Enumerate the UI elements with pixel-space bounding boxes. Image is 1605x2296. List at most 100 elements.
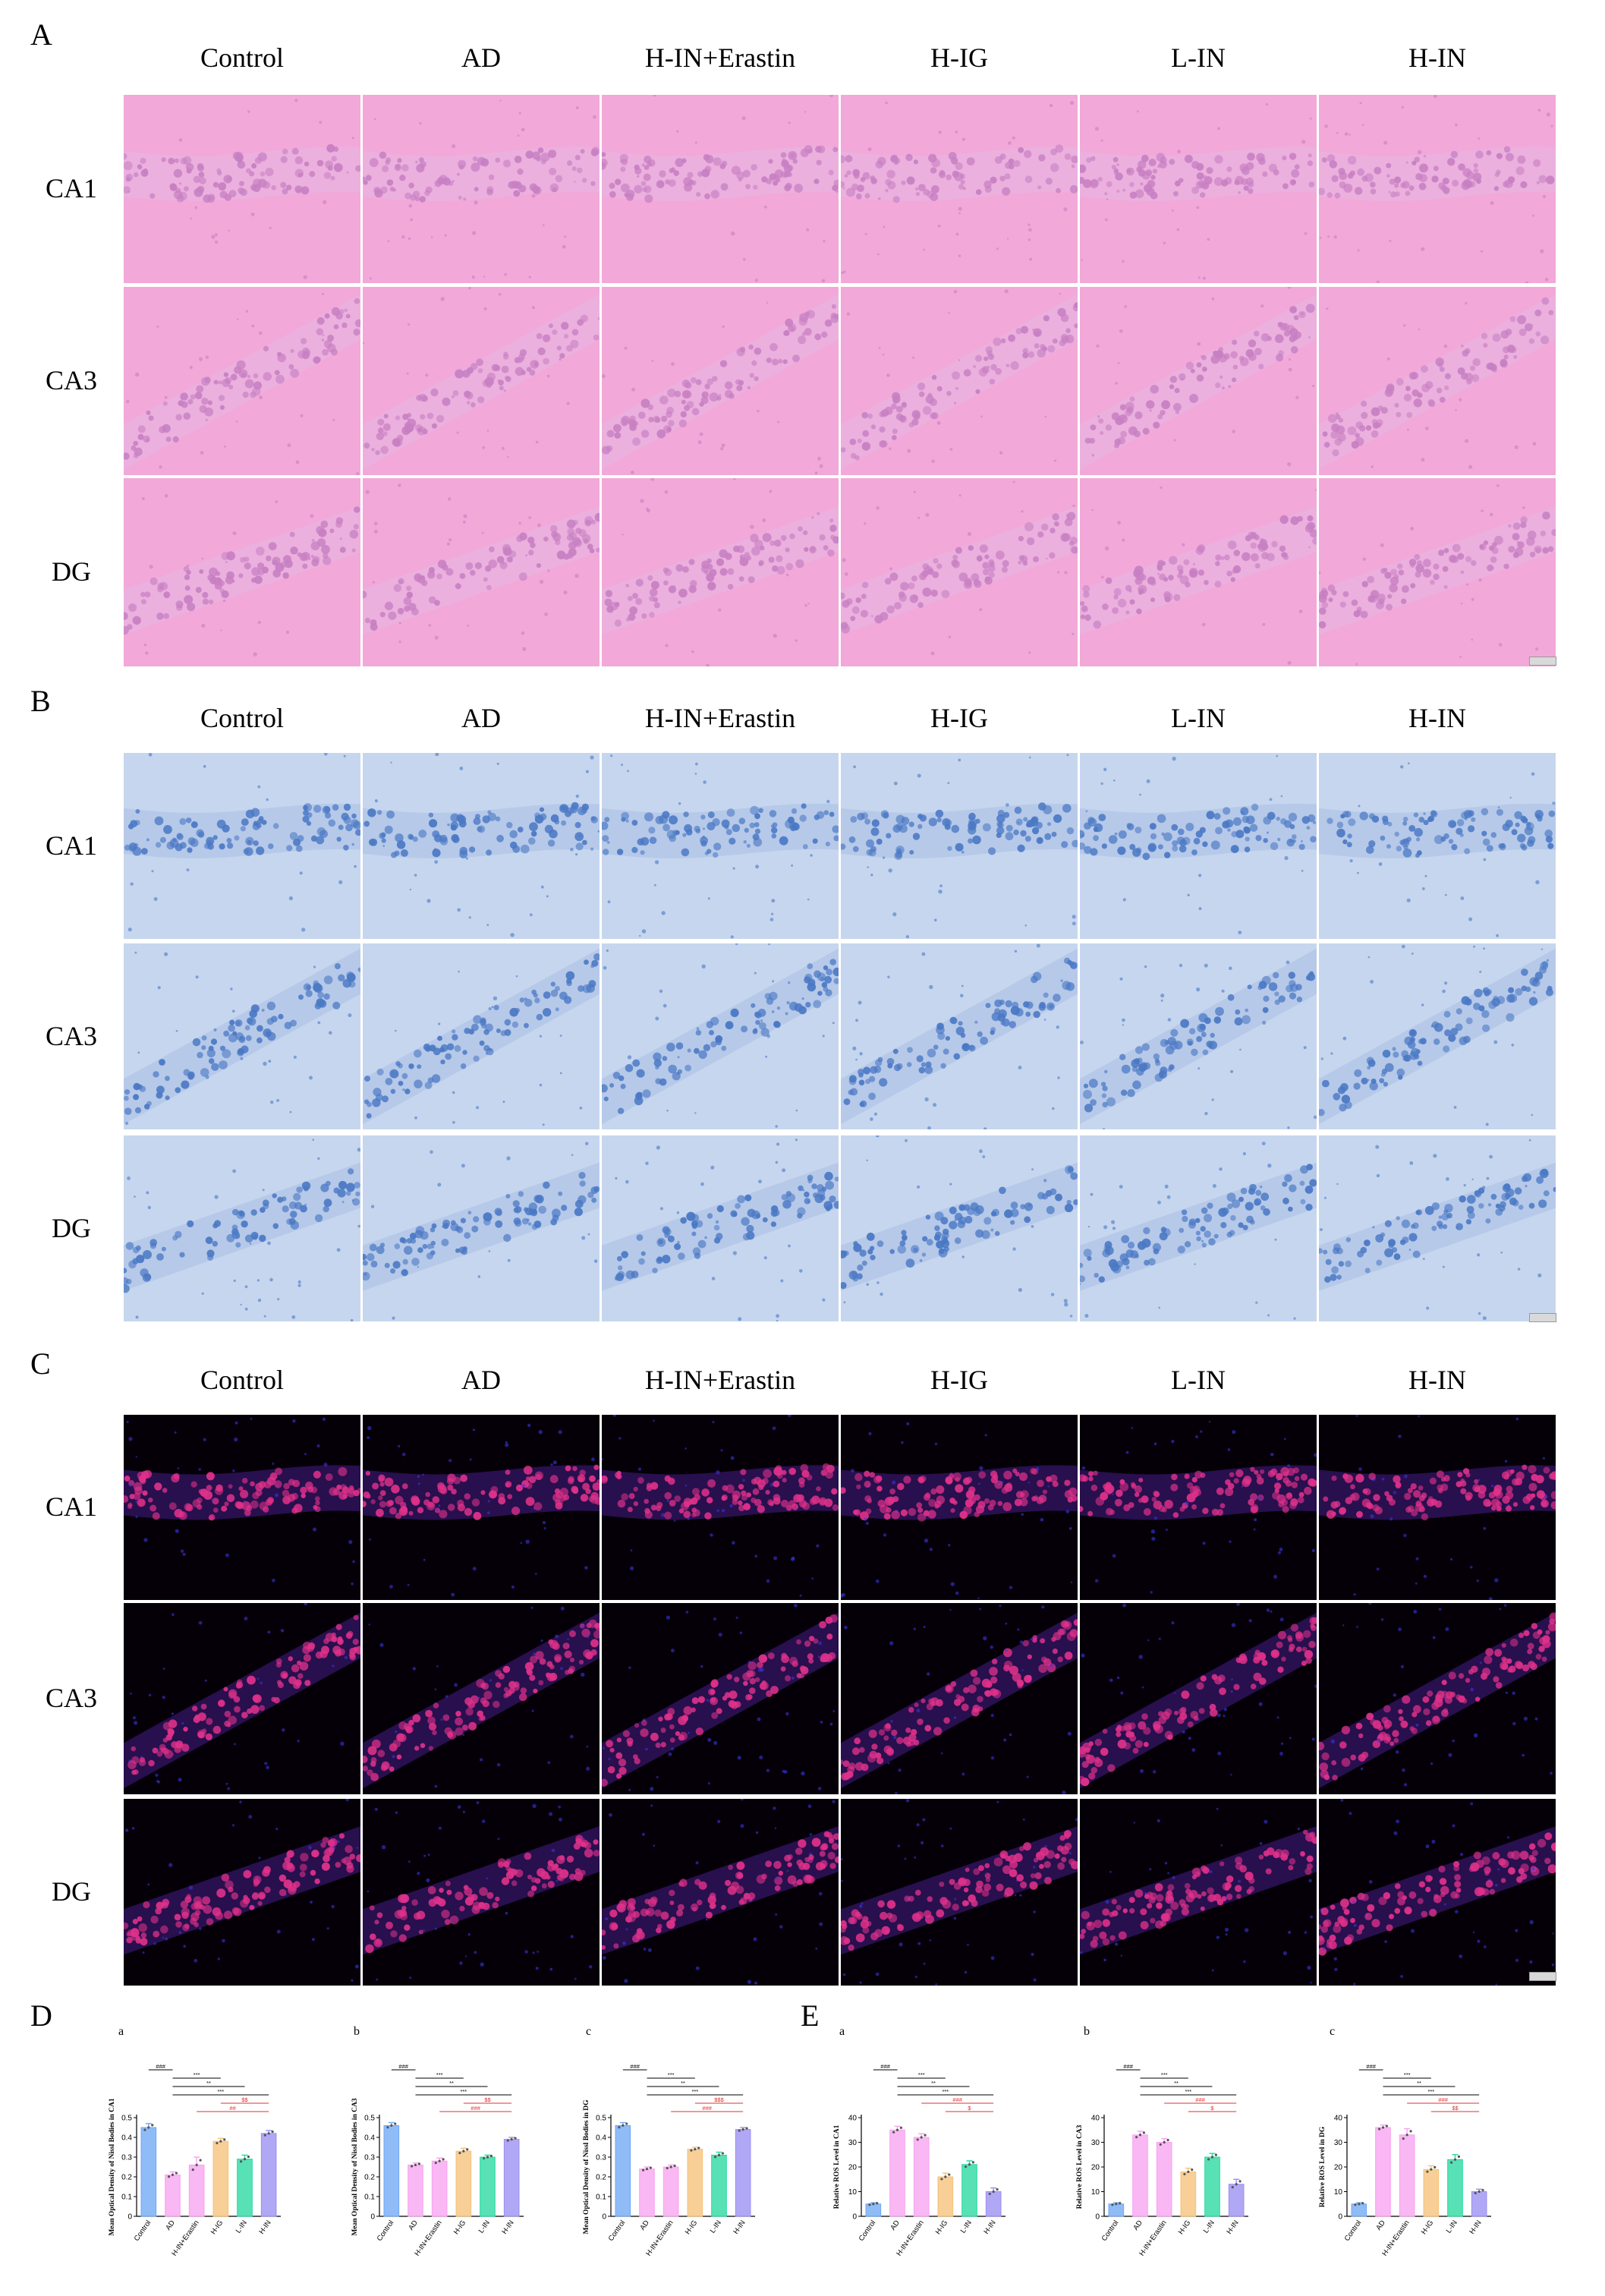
column-header-control: Control bbox=[200, 703, 284, 733]
data-point bbox=[1163, 2140, 1166, 2144]
bar bbox=[260, 2133, 277, 2217]
significance-label: ** bbox=[1417, 2080, 1421, 2087]
data-point bbox=[673, 2164, 676, 2168]
bar bbox=[615, 2124, 631, 2217]
micrograph-tile bbox=[363, 943, 600, 1129]
micrograph-tile bbox=[841, 1603, 1078, 1794]
micrograph-tile bbox=[841, 943, 1078, 1129]
micrograph-tile bbox=[841, 287, 1078, 475]
data-point bbox=[996, 2187, 999, 2191]
data-point bbox=[1214, 2153, 1218, 2156]
data-point bbox=[386, 2126, 389, 2129]
data-point bbox=[892, 2131, 895, 2134]
data-point bbox=[713, 2156, 717, 2159]
y-tick-label: 20 bbox=[1334, 2164, 1343, 2172]
row-label-dg: DG bbox=[52, 1876, 91, 1907]
data-point bbox=[992, 2190, 995, 2194]
micrograph-tile bbox=[602, 943, 839, 1129]
micrograph-tile bbox=[841, 1799, 1078, 1986]
panel-letter-d: D bbox=[30, 1998, 52, 2033]
data-point bbox=[1238, 2180, 1242, 2183]
data-point bbox=[1138, 2134, 1142, 2137]
significance-label: *** bbox=[1185, 2088, 1191, 2095]
data-point bbox=[1142, 2131, 1146, 2134]
data-point bbox=[514, 2137, 517, 2140]
row-label-ca3: CA3 bbox=[45, 1683, 97, 1713]
column-header-h-ig: H-IG bbox=[930, 703, 988, 733]
micrograph-tile bbox=[1319, 1603, 1556, 1794]
x-tick-label: L-IN bbox=[477, 2219, 492, 2235]
micrograph-tile bbox=[1080, 1135, 1317, 1321]
scale-bar bbox=[1529, 1313, 1556, 1322]
bar bbox=[383, 2124, 400, 2217]
y-tick-label: 30 bbox=[1334, 2139, 1343, 2147]
micrograph-tile bbox=[124, 943, 360, 1129]
significance-label: *** bbox=[1161, 2071, 1168, 2078]
chart-sub-label: b bbox=[354, 2025, 360, 2038]
data-point bbox=[167, 2175, 171, 2178]
x-tick-label: H-IN bbox=[1225, 2219, 1240, 2235]
bar bbox=[237, 2159, 253, 2217]
bar bbox=[1108, 2203, 1125, 2217]
micrograph-tile bbox=[1319, 478, 1556, 666]
data-point bbox=[641, 2168, 645, 2172]
data-point bbox=[1405, 2134, 1408, 2137]
micrograph-tile bbox=[602, 1799, 839, 1986]
significance-label: ### bbox=[1366, 2063, 1376, 2070]
micrograph-tile bbox=[841, 95, 1078, 283]
data-point bbox=[1385, 2124, 1389, 2128]
data-point bbox=[191, 2168, 194, 2172]
data-point bbox=[506, 2139, 509, 2142]
y-tick-label: 40 bbox=[1334, 2115, 1343, 2123]
scale-bar bbox=[1529, 657, 1556, 666]
data-point bbox=[147, 2126, 150, 2129]
bar bbox=[1447, 2159, 1463, 2217]
bar bbox=[937, 2176, 954, 2217]
significance-label: $ bbox=[1210, 2105, 1214, 2112]
column-header-ad: AD bbox=[461, 703, 501, 733]
y-tick-label: 0 bbox=[602, 2213, 606, 2222]
micrograph-tile bbox=[1319, 1135, 1556, 1321]
x-tick-label: Control bbox=[1343, 2219, 1364, 2242]
micrograph-tile bbox=[1080, 943, 1317, 1129]
x-tick-label: L-IN bbox=[959, 2219, 974, 2235]
micrograph-tile bbox=[1080, 287, 1317, 475]
data-point bbox=[1354, 2203, 1357, 2206]
x-tick-label: Control bbox=[858, 2219, 878, 2242]
column-header-control: Control bbox=[200, 43, 284, 73]
micrograph-tile bbox=[602, 1603, 839, 1794]
y-tick-label: 0.5 bbox=[596, 2115, 606, 2123]
data-point bbox=[1402, 2137, 1405, 2140]
y-tick-label: 10 bbox=[848, 2188, 858, 2197]
data-point bbox=[948, 2173, 951, 2176]
panel-letter-e: E bbox=[801, 1998, 820, 2033]
x-tick-label: H-IN bbox=[982, 2219, 997, 2235]
y-tick-label: 0 bbox=[1338, 2213, 1342, 2222]
significance-label: $$ bbox=[241, 2096, 248, 2103]
row-label-ca1: CA1 bbox=[45, 173, 97, 203]
data-point bbox=[625, 2122, 628, 2125]
bar bbox=[1156, 2142, 1172, 2217]
data-point bbox=[717, 2153, 721, 2156]
significance-label: ** bbox=[681, 2080, 685, 2087]
data-point bbox=[649, 2166, 653, 2169]
x-tick-label: H-IG bbox=[1420, 2219, 1436, 2236]
x-tick-label: Control bbox=[607, 2219, 628, 2242]
data-point bbox=[1358, 2203, 1361, 2206]
data-point bbox=[175, 2172, 178, 2175]
significance-label: *** bbox=[691, 2088, 698, 2095]
data-point bbox=[486, 2156, 489, 2159]
y-axis-label: Relative ROS Level in CA3 bbox=[1076, 2124, 1084, 2209]
micrograph-tile bbox=[124, 287, 360, 475]
micrograph-tile bbox=[602, 1415, 839, 1600]
data-point bbox=[223, 2138, 226, 2141]
micrograph-tile bbox=[841, 1135, 1078, 1321]
data-point bbox=[1119, 2202, 1122, 2205]
data-point bbox=[394, 2122, 397, 2125]
bar bbox=[212, 2140, 229, 2217]
bar bbox=[735, 2129, 751, 2217]
significance-label: ** bbox=[1174, 2080, 1179, 2087]
y-tick-label: 0 bbox=[127, 2213, 132, 2222]
y-axis-label: Mean Optical Density of Nissl Bodies in … bbox=[583, 2099, 590, 2235]
micrograph-tile bbox=[1319, 753, 1556, 939]
